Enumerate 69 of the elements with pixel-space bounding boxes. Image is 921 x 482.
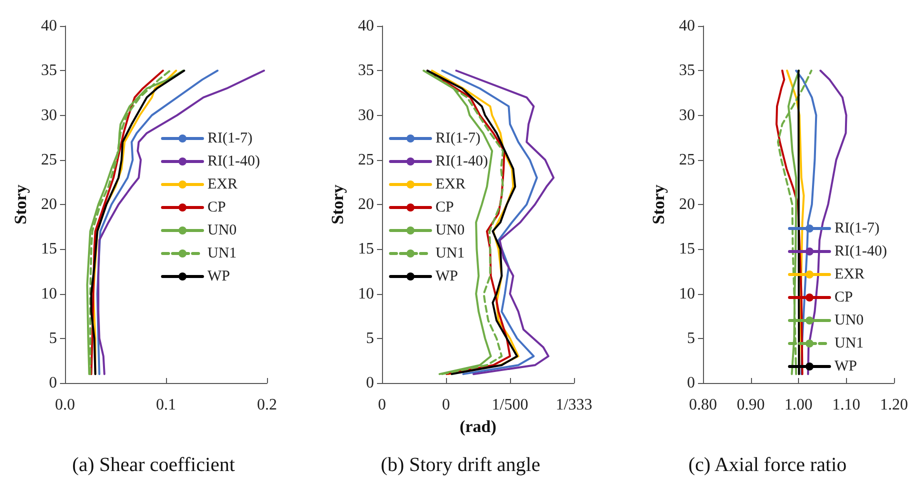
- y-axis-title: Story: [11, 184, 30, 224]
- y-tick-label: 20: [358, 196, 374, 213]
- y-tick-label: 15: [41, 240, 57, 258]
- y-tick-label: 15: [679, 240, 695, 258]
- x-tick-label: 0.2: [257, 396, 277, 414]
- y-tick-label: 5: [687, 330, 695, 347]
- x-axis-title: (rad): [460, 416, 496, 436]
- x-tick-label: 0: [442, 396, 450, 414]
- y-tick-label: 35: [358, 62, 374, 80]
- text: (c) Axial force ratio: [688, 454, 847, 476]
- legend-label: CP: [436, 200, 454, 216]
- x-tick-label: 1/500: [492, 396, 528, 414]
- x-tick-label: 1.10: [832, 396, 860, 414]
- y-tick-label: 0: [366, 374, 374, 392]
- y-tick-label: 20: [679, 196, 695, 213]
- y-tick-label: 35: [679, 62, 695, 80]
- legend-label: UN0: [436, 222, 465, 238]
- legend-label: RI(1-7): [834, 220, 880, 236]
- legend-label: RI(1-40): [436, 154, 488, 170]
- line-series: [795, 70, 818, 376]
- legend-label: UN0: [208, 222, 237, 238]
- y-tick-label: 40: [358, 18, 374, 34]
- x-tick-label: 1.20: [880, 396, 908, 414]
- x-tick-label: 0: [378, 396, 386, 414]
- y-tick-label: 40: [41, 18, 57, 34]
- legend-label: UN1: [208, 246, 237, 262]
- legend-label: EXR: [834, 266, 865, 282]
- y-tick-label: 0: [687, 374, 695, 392]
- legend-label: EXR: [208, 176, 238, 192]
- y-tick-label: 0: [49, 374, 57, 392]
- y-axis-title: Story: [328, 184, 347, 224]
- legend-label: UN1: [834, 336, 864, 352]
- x-tick-label: 0.1: [156, 396, 176, 414]
- legend-label: UN0: [834, 312, 864, 328]
- y-tick-label: 30: [358, 106, 374, 124]
- legend-label: CP: [834, 290, 853, 306]
- text: (a) Shear coefficient: [72, 454, 236, 476]
- y-tick-label: 40: [679, 18, 695, 34]
- legend-label: RI(1-40): [208, 154, 260, 170]
- y-tick-label: 10: [358, 285, 374, 302]
- legend-label: UN1: [436, 246, 465, 262]
- legend-label: WP: [436, 268, 458, 284]
- legend-label: RI(1-40): [834, 244, 888, 260]
- y-axis-title: Story: [649, 184, 668, 224]
- line-series: [97, 70, 265, 376]
- y-tick-label: 5: [49, 330, 57, 347]
- x-tick-label: 0.80: [689, 396, 717, 414]
- y-tick-label: 10: [679, 285, 695, 302]
- y-tick-label: 25: [41, 151, 57, 168]
- y-tick-label: 35: [41, 62, 57, 80]
- y-tick-label: 5: [366, 330, 374, 347]
- x-tick-label: 0.0: [55, 396, 75, 414]
- y-tick-label: 25: [679, 151, 695, 168]
- legend-label: RI(1-7): [208, 130, 253, 146]
- legend-label: WP: [834, 358, 858, 374]
- x-tick-label: 1.00: [784, 396, 812, 414]
- y-tick-label: 20: [41, 196, 57, 213]
- legend-label: RI(1-7): [436, 130, 480, 146]
- legend-label: WP: [208, 268, 230, 284]
- x-tick-label: 0.90: [736, 396, 765, 414]
- y-tick-label: 15: [358, 240, 374, 258]
- y-tick-label: 25: [358, 151, 374, 168]
- text: (b) Story drift angle: [380, 454, 540, 476]
- x-tick-label: 1/333: [556, 396, 592, 414]
- legend-label: CP: [208, 200, 226, 216]
- y-tick-label: 10: [41, 285, 57, 302]
- legend-label: EXR: [436, 176, 466, 192]
- y-tick-label: 30: [41, 106, 57, 124]
- y-tick-label: 30: [679, 106, 695, 124]
